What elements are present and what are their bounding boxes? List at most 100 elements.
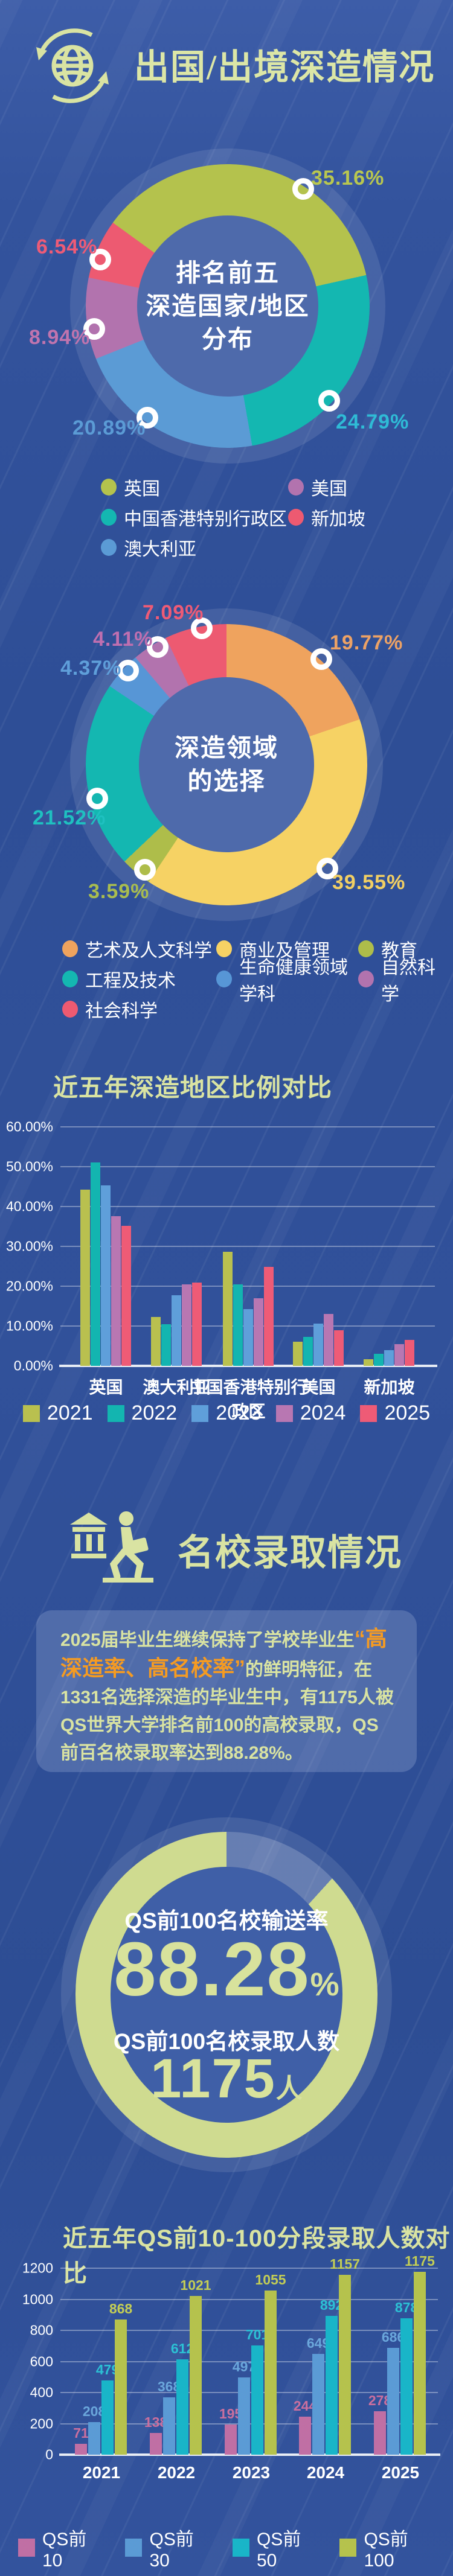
callout-dot-arts — [310, 648, 332, 670]
qs-rate-unit: % — [310, 1966, 339, 2003]
legend-swatch — [125, 2539, 143, 2557]
bar-2022-新加坡 — [374, 1354, 384, 1366]
y-axis-label: 0.00% — [13, 1357, 53, 1374]
bar-2023-新加坡 — [384, 1350, 394, 1366]
fields-donut-title-line2: 的选择 — [187, 767, 266, 795]
y-axis-label: 30.00% — [5, 1238, 53, 1254]
gridline — [60, 1246, 435, 1247]
bar-2025-澳大利亚 — [192, 1283, 202, 1366]
regions-donut-center: 排名前五 深造国家/地区 分布 — [137, 215, 318, 397]
bar-2021-英国 — [80, 1190, 90, 1366]
bar-QS前30-2021 — [88, 2422, 100, 2455]
bar-2025-美国 — [334, 1330, 344, 1366]
legend-item: QS前50 — [232, 2524, 318, 2571]
legend-label: 2022 — [131, 1401, 178, 1424]
bar-group — [293, 1127, 344, 1366]
bar-2025-中国香港特别行政区 — [264, 1267, 274, 1366]
x-category-label: 2022 — [157, 2463, 196, 2482]
bar-QS前30-2025 — [387, 2348, 399, 2455]
y-axis-label: 200 — [30, 2415, 53, 2431]
fields-donut-title-line1: 深造领域 — [175, 734, 278, 762]
qs-bars-legend: QS前10 QS前30 QS前50 QS前100 — [18, 2524, 435, 2571]
bar-group: 244 649 892 1157 — [294, 2256, 360, 2455]
legend-label: 工程及技术 — [85, 971, 176, 991]
x-axis-line — [59, 2453, 441, 2456]
y-axis-label: 0 — [45, 2446, 53, 2463]
legend-item: 2022 — [107, 1401, 178, 1425]
legend-label: 2021 — [47, 1401, 93, 1424]
bar-2023-英国 — [101, 1185, 111, 1366]
qs-rate-label: QS前100名校输送率 — [124, 1908, 329, 1933]
y-axis-label: 800 — [30, 2322, 53, 2338]
legend-swatch — [360, 1404, 378, 1422]
legend-swatch — [18, 2539, 35, 2557]
qs-rate-number: 88.28 — [114, 1927, 310, 2012]
qs-count-number: 1175 — [150, 2048, 276, 2109]
qs-count-unit: 人 — [275, 2074, 303, 2103]
regions-donut-title-line2: 深造国家/地区 — [146, 292, 310, 320]
bar-group — [80, 1127, 132, 1366]
legend-label: 2023 — [216, 1401, 262, 1424]
bar-2024-澳大利亚 — [182, 1284, 191, 1366]
callout-dot-education — [134, 859, 156, 881]
gridline — [60, 1206, 435, 1207]
callout-dot-singapore — [89, 249, 111, 270]
callout-dot-engineering — [86, 788, 108, 809]
globe-arrows-icon — [36, 28, 109, 103]
legend-item: 2024 — [275, 1401, 345, 1425]
bar-value-label: 1055 — [255, 2272, 286, 2287]
legend-label: QS前100 — [364, 2530, 408, 2571]
fields-pct-engineering: 21.52% — [33, 806, 106, 829]
fields-pct-arts: 19.77% — [330, 631, 403, 654]
y-axis-label: 50.00% — [5, 1158, 53, 1175]
bar-QS前50-2025 — [400, 2318, 413, 2455]
x-category-label: 2024 — [306, 2463, 345, 2482]
y-axis-label: 20.00% — [5, 1278, 53, 1294]
legend-label: QS前10 — [42, 2530, 87, 2571]
legend-swatch — [62, 1001, 78, 1018]
bar-2024-美国 — [324, 1314, 333, 1366]
gridline — [60, 1126, 435, 1127]
legend-swatch — [216, 971, 232, 987]
legend-swatch — [191, 1404, 209, 1422]
page-title: 出国/出境深造情况 — [134, 48, 435, 87]
gridline — [60, 1166, 435, 1167]
legend-item: QS前100 — [339, 2524, 435, 2571]
bar-value-label: 71 — [73, 2425, 89, 2441]
legend-label: 英国 — [124, 479, 160, 499]
bar-QS前50-2021 — [101, 2380, 114, 2455]
bar-group: 278 686 878 1175 — [368, 2253, 435, 2455]
x-category-label: 中国香港特别行政区 — [189, 1378, 308, 1421]
callout-dot-uk — [292, 178, 314, 200]
y-axis-label: 60.00% — [5, 1118, 53, 1135]
callout-dot-health — [117, 660, 139, 681]
regions-pct-singapore: 6.54% — [36, 235, 98, 258]
callout-dot-usa — [83, 318, 105, 340]
qs-rate-value: 88.28% — [76, 1931, 378, 2007]
legend-swatch — [358, 971, 374, 987]
x-category-label: 新加坡 — [364, 1378, 415, 1397]
bar-2021-中国香港特别行政区 — [223, 1252, 233, 1366]
bar-2021-美国 — [293, 1342, 303, 1366]
bar-2021-新加坡 — [364, 1359, 373, 1366]
fields-pct-health: 4.37% — [60, 657, 122, 680]
bar-group: 71 208 479 868 — [73, 2268, 132, 2455]
x-category-label: 澳大利亚 — [143, 1378, 211, 1397]
bar-2025-新加坡 — [405, 1340, 414, 1366]
legend-swatch — [275, 1404, 293, 1422]
legend-item: 工程及技术 — [62, 966, 216, 992]
gridline — [60, 1286, 435, 1287]
bar-QS前30-2022 — [163, 2397, 175, 2455]
fields-pct-education: 3.59% — [88, 880, 150, 903]
legend-label: 中国香港特别行政区 — [124, 509, 287, 529]
callout-dot-hk — [318, 390, 340, 412]
qs-count-value: 1175人 — [76, 2051, 378, 2106]
legend-swatch — [288, 479, 304, 496]
legend-label: 艺术及人文科学 — [85, 941, 212, 961]
bar-2022-美国 — [303, 1337, 313, 1366]
callout-dot-natural — [147, 636, 169, 658]
card-text-before: 2025届毕业生继续保持了学校毕业生 — [60, 1630, 355, 1650]
fields-pct-natural: 4.11% — [93, 628, 153, 651]
gridline — [60, 2361, 438, 2362]
legend-item: 2025 — [360, 1401, 430, 1425]
